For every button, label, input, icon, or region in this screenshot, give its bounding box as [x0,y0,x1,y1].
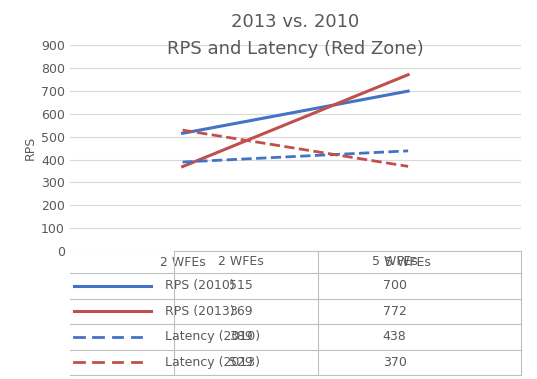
Text: Latency (2013): Latency (2013) [164,356,259,369]
Text: 515: 515 [229,279,253,293]
Text: RPS and Latency (Red Zone): RPS and Latency (Red Zone) [167,40,424,58]
Y-axis label: RPS: RPS [24,136,37,160]
Text: RPS (2010): RPS (2010) [164,279,234,293]
Text: 529: 529 [229,356,253,369]
Text: 389: 389 [229,330,253,343]
Text: Latency (2010): Latency (2010) [164,330,260,343]
Text: 5 WFEs: 5 WFEs [372,255,418,268]
Text: 700: 700 [382,279,407,293]
Text: 772: 772 [383,305,407,318]
Text: 370: 370 [383,356,407,369]
Text: 438: 438 [383,330,407,343]
Text: RPS (2013): RPS (2013) [164,305,234,318]
Text: 369: 369 [229,305,253,318]
Text: 2013 vs. 2010: 2013 vs. 2010 [231,13,359,31]
Text: 2 WFEs: 2 WFEs [219,255,264,268]
